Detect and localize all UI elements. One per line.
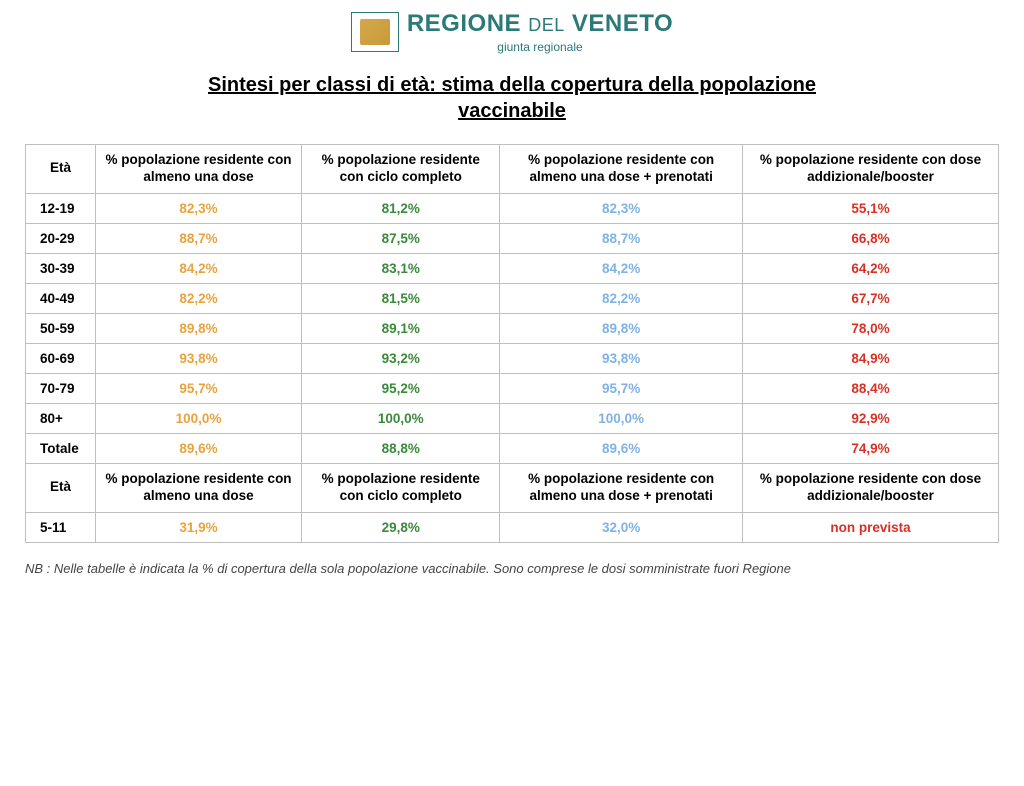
cell-c3: 82,3%: [500, 193, 743, 223]
cell-c3: 95,7%: [500, 373, 743, 403]
footnote: NB : Nelle tabelle è indicata la % di co…: [25, 561, 999, 576]
region-name-block: REGIONE DEL VENETO giunta regionale: [407, 10, 673, 54]
cell-age: 20-29: [26, 223, 96, 253]
col-booster-2: % popolazione residente con dose addizio…: [742, 463, 998, 512]
cell-c4: 78,0%: [742, 313, 998, 343]
cell-c1: 89,8%: [96, 313, 302, 343]
table-row: 12-1982,3%81,2%82,3%55,1%: [26, 193, 999, 223]
cell-age: 50-59: [26, 313, 96, 343]
region-subtitle: giunta regionale: [407, 40, 673, 54]
cell-age: Totale: [26, 433, 96, 463]
table-header-row: Età % popolazione residente con almeno u…: [26, 145, 999, 194]
cell-c1: 82,2%: [96, 283, 302, 313]
table-header-row-2: Età % popolazione residente con almeno u…: [26, 463, 999, 512]
cell-age: 80+: [26, 403, 96, 433]
cell-c2: 29,8%: [302, 512, 500, 542]
cell-c4: 84,9%: [742, 343, 998, 373]
cell-c3: 82,2%: [500, 283, 743, 313]
col-booked-2: % popolazione residente con almeno una d…: [500, 463, 743, 512]
cell-c2: 81,5%: [302, 283, 500, 313]
cell-c2: 100,0%: [302, 403, 500, 433]
cell-age: 12-19: [26, 193, 96, 223]
region-word-1: REGIONE: [407, 10, 521, 37]
cell-c1: 88,7%: [96, 223, 302, 253]
cell-c2: 81,2%: [302, 193, 500, 223]
table-row: 50-5989,8%89,1%89,8%78,0%: [26, 313, 999, 343]
table-row: 20-2988,7%87,5%88,7%66,8%: [26, 223, 999, 253]
cell-c2: 95,2%: [302, 373, 500, 403]
table-row: 40-4982,2%81,5%82,2%67,7%: [26, 283, 999, 313]
cell-c3: 84,2%: [500, 253, 743, 283]
table-row: 5-1131,9%29,8%32,0%non prevista: [26, 512, 999, 542]
cell-c1: 84,2%: [96, 253, 302, 283]
col-cycle: % popolazione residente con ciclo comple…: [302, 145, 500, 194]
cell-c2: 83,1%: [302, 253, 500, 283]
col-age: Età: [26, 145, 96, 194]
region-logo-icon: [351, 12, 399, 52]
cell-c4: non prevista: [742, 512, 998, 542]
table-row: 80+100,0%100,0%100,0%92,9%: [26, 403, 999, 433]
cell-c2: 88,8%: [302, 433, 500, 463]
cell-c4: 92,9%: [742, 403, 998, 433]
table-row: 70-7995,7%95,2%95,7%88,4%: [26, 373, 999, 403]
cell-c4: 67,7%: [742, 283, 998, 313]
cell-c2: 89,1%: [302, 313, 500, 343]
logo-row: REGIONE DEL VENETO giunta regionale: [351, 10, 673, 54]
cell-c1: 89,6%: [96, 433, 302, 463]
col-cycle-2: % popolazione residente con ciclo comple…: [302, 463, 500, 512]
page-header: REGIONE DEL VENETO giunta regionale: [25, 10, 999, 54]
cell-c4: 88,4%: [742, 373, 998, 403]
cell-age: 5-11: [26, 512, 96, 542]
cell-c1: 100,0%: [96, 403, 302, 433]
cell-c4: 66,8%: [742, 223, 998, 253]
col-dose1-2: % popolazione residente con almeno una d…: [96, 463, 302, 512]
cell-c2: 87,5%: [302, 223, 500, 253]
region-word-2: VENETO: [572, 10, 673, 37]
cell-c4: 55,1%: [742, 193, 998, 223]
page-title: Sintesi per classi di età: stima della c…: [192, 72, 832, 124]
col-age-2: Età: [26, 463, 96, 512]
coverage-table-main: Età % popolazione residente con almeno u…: [25, 144, 999, 543]
cell-c4: 64,2%: [742, 253, 998, 283]
table-row: 60-6993,8%93,2%93,8%84,9%: [26, 343, 999, 373]
cell-c1: 93,8%: [96, 343, 302, 373]
cell-c3: 32,0%: [500, 512, 743, 542]
cell-c4: 74,9%: [742, 433, 998, 463]
col-booster: % popolazione residente con dose addizio…: [742, 145, 998, 194]
cell-c3: 100,0%: [500, 403, 743, 433]
cell-c3: 93,8%: [500, 343, 743, 373]
cell-age: 70-79: [26, 373, 96, 403]
cell-c3: 88,7%: [500, 223, 743, 253]
cell-c1: 95,7%: [96, 373, 302, 403]
cell-c1: 82,3%: [96, 193, 302, 223]
cell-c1: 31,9%: [96, 512, 302, 542]
cell-age: 30-39: [26, 253, 96, 283]
cell-age: 40-49: [26, 283, 96, 313]
col-booked: % popolazione residente con almeno una d…: [500, 145, 743, 194]
region-del: DEL: [528, 15, 565, 35]
cell-c2: 93,2%: [302, 343, 500, 373]
cell-age: 60-69: [26, 343, 96, 373]
cell-c3: 89,6%: [500, 433, 743, 463]
table-row: 30-3984,2%83,1%84,2%64,2%: [26, 253, 999, 283]
table-row: Totale89,6%88,8%89,6%74,9%: [26, 433, 999, 463]
region-name: REGIONE DEL VENETO: [407, 10, 673, 38]
cell-c3: 89,8%: [500, 313, 743, 343]
col-dose1: % popolazione residente con almeno una d…: [96, 145, 302, 194]
